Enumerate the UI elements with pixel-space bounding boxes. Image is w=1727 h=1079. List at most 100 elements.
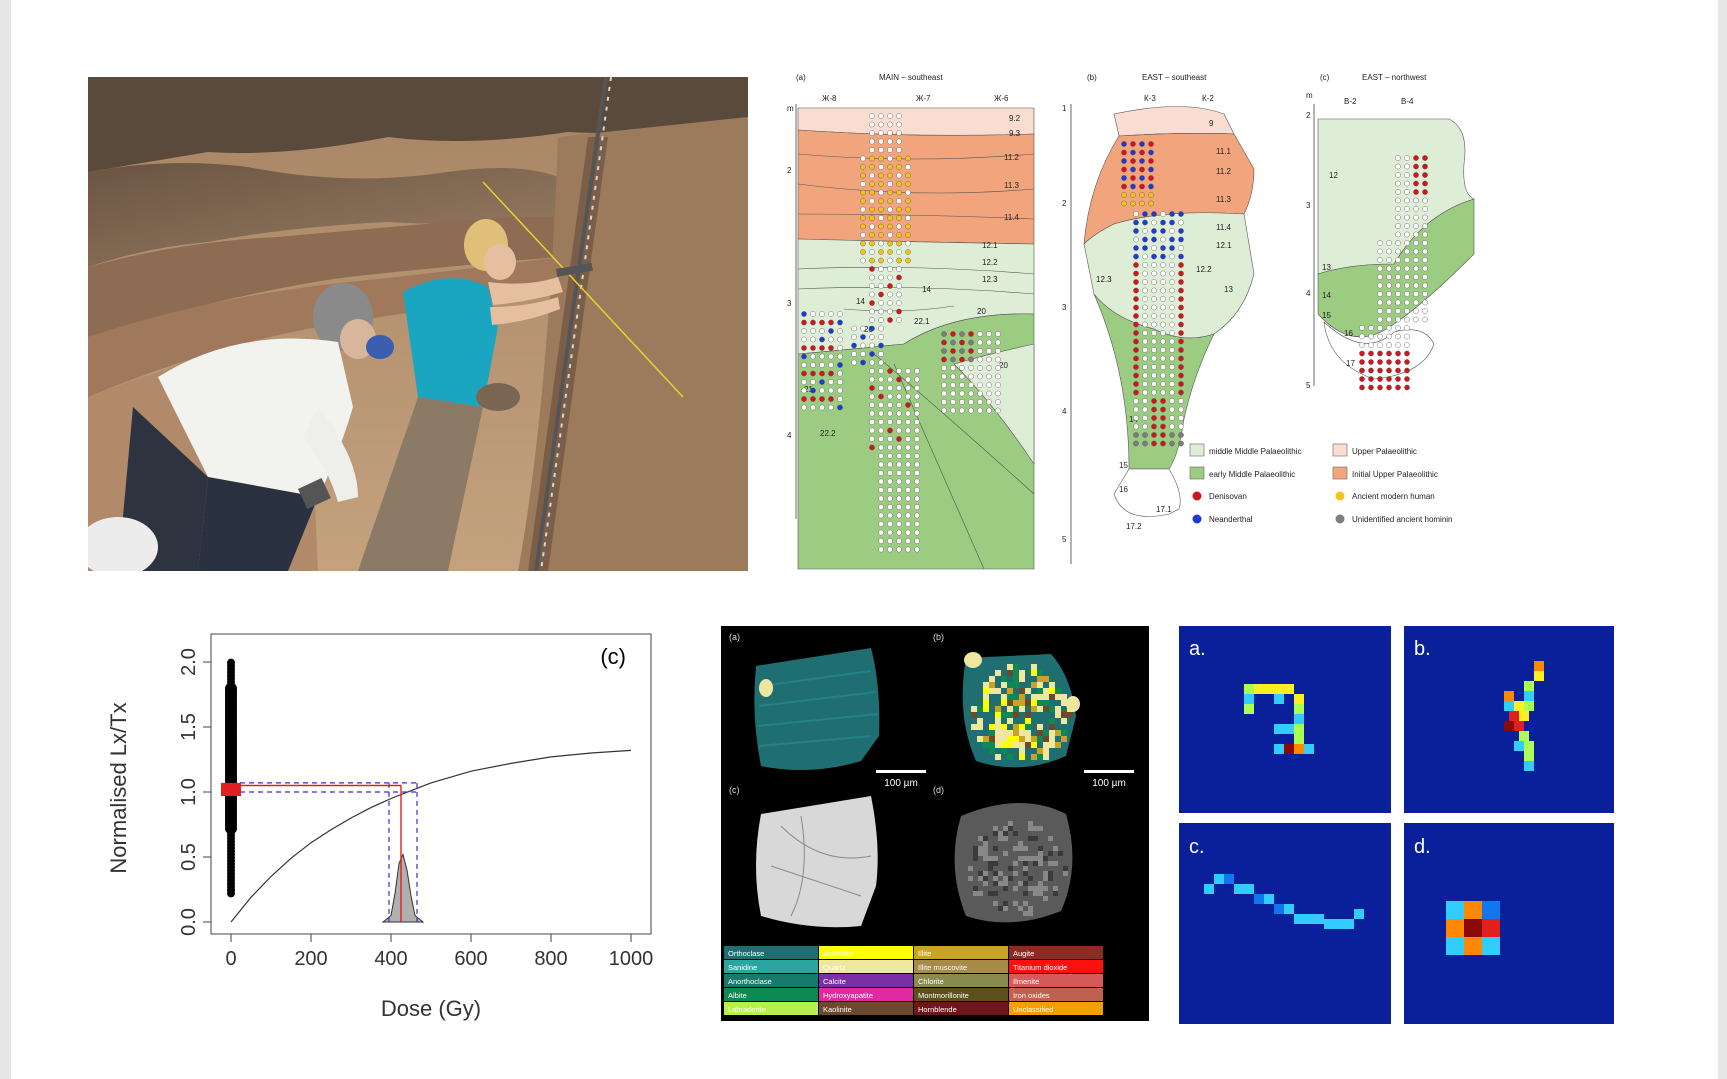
sample-dot: [950, 399, 956, 405]
sample-dot: [1151, 398, 1157, 404]
grain-pixel: [1314, 914, 1324, 924]
sample-dot: [828, 328, 834, 334]
bse-pixel: [1038, 881, 1043, 886]
mineral-pixel: [1031, 712, 1037, 718]
sample-dot: [1178, 372, 1184, 379]
sample-dot: [905, 461, 911, 468]
bse-pixel: [998, 881, 1003, 886]
sample-dot: [995, 356, 1001, 363]
sample-dot: [905, 436, 911, 442]
sample-dot: [1169, 296, 1175, 302]
dose-response-curve: [230, 749, 632, 923]
sample-dot: [801, 311, 807, 317]
sample-dot: [1377, 240, 1383, 246]
sample-dot: [1133, 338, 1139, 345]
sample-dot: [1160, 262, 1166, 268]
mineral-legend-swatch: [914, 974, 1008, 987]
bse-pixel: [1013, 831, 1018, 836]
grain-pixel: [1519, 711, 1529, 721]
bse-pixel: [1048, 871, 1053, 876]
sample-dot: [1169, 253, 1175, 260]
sample-dot: [1404, 376, 1410, 382]
grain-pixel: [1524, 751, 1534, 761]
mineral-pixel: [1025, 682, 1031, 688]
sample-dot: [1404, 172, 1410, 178]
mineral-pixel: [971, 718, 977, 724]
sample-dot: [828, 396, 834, 402]
mineral-pixel: [1037, 754, 1043, 760]
sample-dot: [869, 351, 875, 357]
sample-dot: [905, 189, 911, 196]
mineral-pixel: [1031, 730, 1037, 736]
mineral-pixel: [1013, 724, 1019, 730]
sample-dot: [1151, 432, 1157, 438]
sample-dot: [959, 373, 965, 380]
mineral-pixel: [1001, 688, 1007, 694]
grain-pixel: [1482, 937, 1500, 955]
sample-dot: [1151, 440, 1157, 447]
sample-dot: [1178, 330, 1184, 336]
grain-pixel: [1504, 691, 1514, 701]
mineral-pixel: [1055, 694, 1061, 700]
sample-dot: [1121, 141, 1127, 147]
sample-dot: [878, 249, 884, 255]
mineral-pixel: [1049, 688, 1055, 694]
sample-dot: [995, 339, 1001, 346]
sample-dot: [1133, 287, 1139, 294]
bse-pixel: [973, 886, 978, 891]
sample-dot: [828, 345, 834, 351]
panel-c-depth-tick: 2: [1306, 111, 1311, 120]
mineral-pixel: [1061, 712, 1067, 718]
bse-pixel: [1018, 841, 1023, 846]
sample-dot: [887, 487, 893, 493]
mineral-pixel: [1037, 724, 1043, 730]
sample-dot: [887, 521, 893, 527]
sample-dot: [878, 385, 884, 391]
sample-dot: [1368, 384, 1374, 391]
panel-a-layer-label: 12.2: [982, 258, 998, 267]
panel-a-layer-label: 12.1: [982, 241, 998, 250]
sample-dot: [1386, 376, 1392, 382]
sample-dot: [1169, 406, 1175, 413]
sample-dot: [905, 376, 911, 383]
sample-dot: [1151, 415, 1157, 421]
bse-pixel: [983, 851, 988, 856]
bse-pixel: [1038, 886, 1043, 891]
sample-dot: [1151, 338, 1157, 345]
sample-dot: [1139, 149, 1145, 156]
sample-dot: [887, 436, 893, 442]
bse-pixel: [1023, 871, 1028, 876]
mineral-pixel: [977, 718, 983, 724]
mineral-pixel: [1049, 736, 1055, 742]
sample-dot: [810, 319, 816, 326]
mineral-pixel: [1049, 700, 1055, 706]
mineral-legend-label: Labradorite: [728, 1005, 766, 1014]
mineral-pixel: [1037, 712, 1043, 718]
sample-dot: [1377, 299, 1383, 306]
sample-dot: [837, 336, 843, 343]
sample-dot: [1404, 257, 1410, 263]
mineral-pixel: [983, 736, 989, 742]
sample-dot: [1178, 287, 1184, 294]
mineral-pixel: [983, 706, 989, 712]
sample-dot: [878, 478, 884, 485]
sample-dot: [1160, 270, 1166, 277]
sample-dot: [878, 351, 884, 357]
sample-dot: [878, 206, 884, 213]
sample-dot: [801, 362, 807, 368]
sample-dot: [1148, 175, 1154, 181]
sample-dot: [941, 382, 947, 388]
sample-dot: [1139, 166, 1145, 173]
sample-dot: [1404, 325, 1410, 331]
sample-dot: [869, 444, 875, 451]
mineral-pixel: [989, 688, 995, 694]
mineral-pixel: [1031, 718, 1037, 724]
mineral-pixel: [1037, 706, 1043, 712]
mineral-pixel: [1019, 724, 1025, 730]
sample-dot: [1142, 355, 1148, 362]
sample-dot: [1178, 381, 1184, 387]
grain-pixel: [1519, 731, 1529, 741]
mineral-pixel: [1055, 700, 1061, 706]
mineral-pixel: [1043, 736, 1049, 742]
sample-dot: [1142, 253, 1148, 260]
